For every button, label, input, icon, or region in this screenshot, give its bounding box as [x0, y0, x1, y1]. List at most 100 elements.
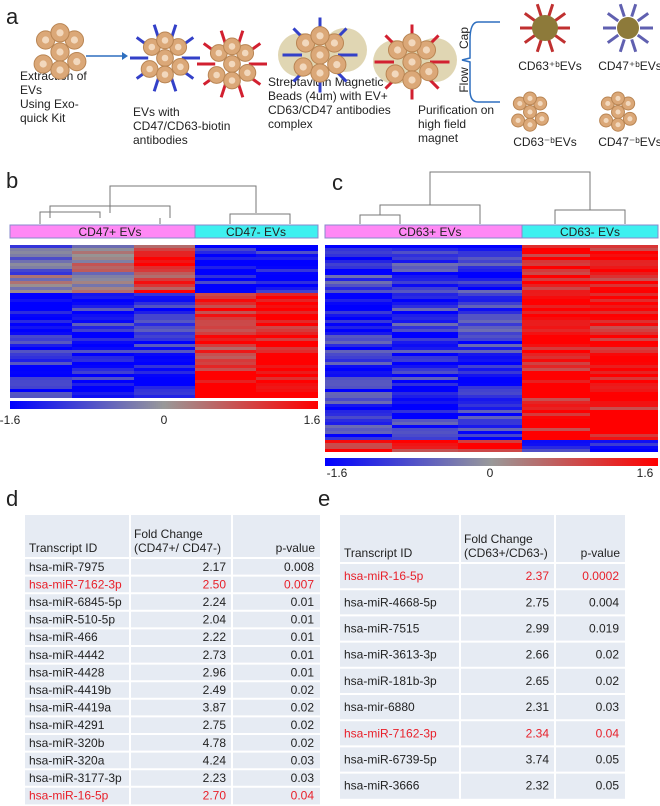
- heatmap-cell: [325, 278, 392, 281]
- table-cell: 0.0002: [582, 569, 619, 583]
- heatmap-cell: [325, 434, 392, 437]
- heatmap-cell: [392, 380, 458, 383]
- heatmap-cell: [72, 383, 134, 386]
- heatmap-cell: [134, 335, 195, 338]
- heatmap-cell: [522, 377, 590, 380]
- heatmap-cell: [590, 422, 658, 425]
- product-label: CD47⁺ᵇEVs: [598, 59, 660, 73]
- heatmap-cell: [325, 428, 392, 431]
- heatmap-cell: [195, 338, 256, 341]
- heatmap-cell: [590, 365, 658, 368]
- heatmap-cell: [392, 398, 458, 401]
- heatmap-cell: [256, 245, 318, 248]
- heatmap-cell: [10, 266, 72, 269]
- heatmap-cell: [195, 272, 256, 275]
- heatmap-cell: [10, 338, 72, 341]
- heatmap-cell: [72, 365, 134, 368]
- heatmap-cell: [10, 290, 72, 293]
- heatmap-cell: [134, 257, 195, 260]
- heatmap-cell: [10, 251, 72, 254]
- heatmap-cell: [325, 449, 392, 452]
- heatmap-cell: [392, 353, 458, 356]
- panel-label: b: [6, 168, 18, 193]
- heatmap-cell: [195, 380, 256, 383]
- antibody: [553, 33, 567, 44]
- heatmap-cell: [325, 290, 392, 293]
- heatmap-cell: [590, 371, 658, 374]
- heatmap-cell: [256, 392, 318, 395]
- product-label: CD47⁻ᵇEVs: [598, 135, 660, 149]
- heatmap-cell: [325, 257, 392, 260]
- heatmap-cell: [522, 326, 590, 329]
- heatmap-cell: [195, 293, 256, 296]
- heatmap-cell: [325, 308, 392, 311]
- heatmap-cell: [10, 347, 72, 350]
- heatmap-cell: [522, 437, 590, 440]
- heatmap-cell: [458, 350, 522, 353]
- heatmap-cell: [256, 368, 318, 371]
- vesicle-core: [316, 51, 324, 59]
- heatmap-cell: [522, 257, 590, 260]
- table-cell: hsa-miR-4668-5p: [344, 595, 437, 609]
- dendrogram: [359, 171, 626, 224]
- vesicle-core: [228, 77, 236, 84]
- heatmap-cell: [522, 443, 590, 446]
- heatmap-cell: [590, 443, 658, 446]
- heatmap-cell: [522, 449, 590, 452]
- heatmap-cell: [392, 407, 458, 410]
- table-cell: 0.01: [291, 648, 315, 662]
- vesicle-core: [299, 63, 307, 71]
- heatmap-cell: [590, 263, 658, 266]
- heatmap-cell: [590, 305, 658, 308]
- heatmap-cell: [522, 398, 590, 401]
- heatmap-cell: [195, 260, 256, 263]
- heatmap-cell: [195, 302, 256, 305]
- heatmap-cell: [590, 296, 658, 299]
- vesicle-core: [148, 43, 156, 51]
- heatmap-cell: [195, 290, 256, 293]
- heatmap-cell: [256, 263, 318, 266]
- heatmap-cell: [325, 392, 392, 395]
- heatmap-cell: [325, 344, 392, 347]
- heatmap-cell: [590, 278, 658, 281]
- heatmap-cell: [325, 410, 392, 413]
- heatmap-cell: [195, 314, 256, 317]
- heatmap-cell: [195, 368, 256, 371]
- heatmap-cell: [134, 266, 195, 269]
- text-line: Purification on: [418, 103, 494, 117]
- heatmap-cell: [458, 344, 522, 347]
- heatmap-cell: [590, 368, 658, 371]
- heatmap-cell: [590, 254, 658, 257]
- heatmap-cell: [590, 299, 658, 302]
- heatmap-cell: [195, 245, 256, 248]
- table-cell: 2.73: [203, 648, 227, 662]
- heatmap-cell: [195, 275, 256, 278]
- heatmap-cell: [256, 266, 318, 269]
- heatmap-cell: [522, 290, 590, 293]
- heatmap-cell: [256, 311, 318, 314]
- vesicle-core: [408, 58, 416, 66]
- heatmap-cell: [590, 362, 658, 365]
- heatmap-cell: [134, 290, 195, 293]
- heatmap-cell: [134, 353, 195, 356]
- heatmap-cell: [522, 407, 590, 410]
- heatmap-cell: [392, 302, 458, 305]
- heatmap-cell: [392, 263, 458, 266]
- heatmap-cell: [256, 395, 318, 398]
- heatmap-cell: [458, 260, 522, 263]
- heatmap-cell: [10, 281, 72, 284]
- heatmap-cell: [134, 326, 195, 329]
- heatmap-cell: [325, 413, 392, 416]
- heatmap-cell: [10, 380, 72, 383]
- heatmap-cell: [325, 389, 392, 392]
- heatmap-cell: [325, 299, 392, 302]
- vesicle-core: [422, 46, 430, 54]
- heatmap-cell: [72, 347, 134, 350]
- heatmap-cell: [590, 332, 658, 335]
- heatmap-cell: [522, 401, 590, 404]
- colorbar-tick: 1.6: [637, 466, 654, 480]
- vesicle-core: [213, 71, 220, 79]
- heatmap-cell: [72, 290, 134, 293]
- heatmap-cell: [325, 293, 392, 296]
